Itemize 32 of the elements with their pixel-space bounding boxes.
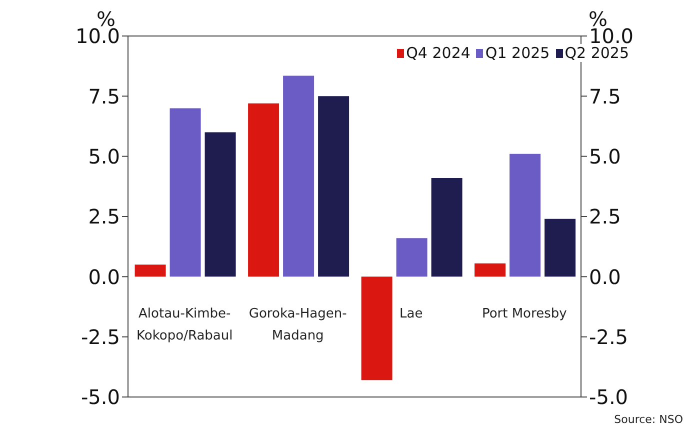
x-tick-label: Port Moresby [482, 306, 568, 322]
x-tick-label: Goroka-Hagen-Madang [248, 306, 348, 344]
y2-tick-label: 7.5 [589, 84, 621, 108]
y2-tick-label: 0.0 [589, 264, 621, 289]
bar [361, 276, 392, 380]
bar [318, 96, 350, 277]
x-tick-label: Lae [400, 306, 423, 322]
y-tick-label: 0.0 [88, 264, 120, 289]
bar [510, 154, 541, 277]
bar [170, 108, 201, 277]
y-tick-label: 7.5 [88, 84, 120, 108]
legend-label: Q2 2025 [564, 44, 629, 62]
y-tick-label: -5.0 [80, 385, 120, 410]
bar [431, 178, 462, 277]
source-note: Source: NSO [614, 413, 683, 425]
bar [544, 218, 576, 277]
y-tick-label: -2.5 [80, 324, 120, 349]
y-tick-label: 2.5 [88, 204, 120, 229]
bar [204, 132, 236, 277]
y-tick-label: 5.0 [88, 144, 120, 168]
bar [474, 263, 506, 277]
legend-label: Q4 2024 [406, 44, 470, 62]
bar [396, 238, 428, 277]
y2-tick-label: -2.5 [589, 324, 628, 349]
y2-tick-label: 2.5 [589, 204, 621, 229]
bar [283, 76, 314, 277]
y2-tick-label: 5.0 [589, 144, 621, 168]
bar [248, 103, 280, 277]
bar [134, 264, 166, 277]
legend-label: Q1 2025 [485, 44, 550, 62]
x-tick-label: Alotau-Kimbe-Kokopo/Rabaul [136, 306, 233, 344]
y2-tick-label: -5.0 [589, 385, 628, 410]
